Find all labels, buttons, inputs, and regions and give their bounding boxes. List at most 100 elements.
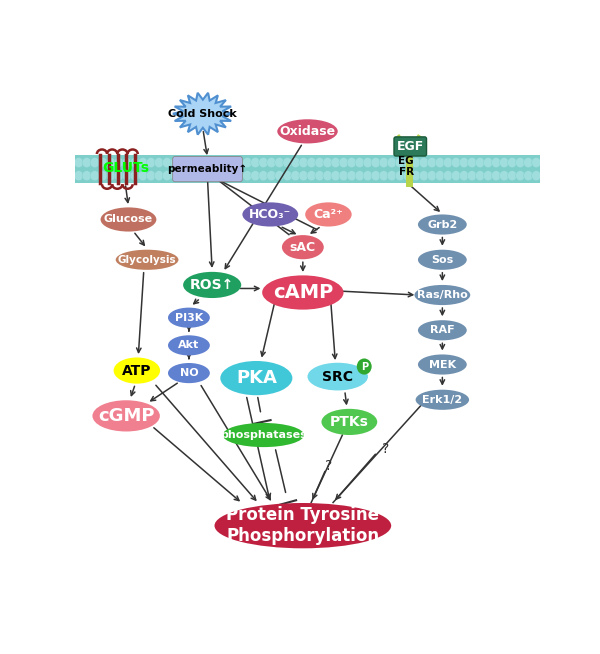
Circle shape — [178, 171, 188, 181]
FancyBboxPatch shape — [75, 155, 540, 183]
Circle shape — [130, 171, 140, 181]
Text: Glycolysis: Glycolysis — [118, 255, 176, 265]
Circle shape — [307, 158, 316, 167]
Ellipse shape — [307, 363, 368, 390]
Ellipse shape — [168, 336, 210, 356]
Circle shape — [323, 158, 332, 167]
Circle shape — [138, 171, 148, 181]
Circle shape — [203, 158, 212, 167]
Circle shape — [259, 158, 268, 167]
Circle shape — [515, 158, 525, 167]
Circle shape — [163, 171, 172, 181]
Circle shape — [357, 358, 371, 375]
Circle shape — [146, 171, 155, 181]
Circle shape — [235, 171, 244, 181]
Text: permeablity↑: permeablity↑ — [167, 164, 248, 174]
Circle shape — [154, 158, 164, 167]
Circle shape — [403, 171, 412, 181]
Circle shape — [484, 158, 493, 167]
Circle shape — [451, 171, 461, 181]
Circle shape — [170, 171, 179, 181]
Circle shape — [403, 158, 412, 167]
Ellipse shape — [183, 272, 241, 298]
Circle shape — [508, 158, 517, 167]
Circle shape — [259, 171, 268, 181]
Circle shape — [242, 158, 252, 167]
Text: NO: NO — [179, 368, 198, 378]
Ellipse shape — [415, 285, 470, 305]
Circle shape — [491, 171, 501, 181]
Circle shape — [218, 158, 228, 167]
Circle shape — [275, 171, 284, 181]
Ellipse shape — [223, 423, 304, 447]
Text: Erk1/2: Erk1/2 — [422, 395, 463, 405]
Circle shape — [467, 158, 477, 167]
Circle shape — [194, 158, 204, 167]
Circle shape — [484, 171, 493, 181]
Circle shape — [187, 171, 196, 181]
Text: Sos: Sos — [431, 255, 454, 265]
Polygon shape — [173, 93, 233, 135]
Ellipse shape — [116, 250, 178, 270]
Ellipse shape — [168, 307, 210, 328]
Circle shape — [122, 171, 131, 181]
Circle shape — [242, 171, 252, 181]
Circle shape — [251, 171, 260, 181]
Circle shape — [331, 171, 340, 181]
Circle shape — [211, 158, 220, 167]
Ellipse shape — [101, 207, 157, 232]
Ellipse shape — [322, 409, 377, 435]
Circle shape — [339, 171, 348, 181]
Circle shape — [267, 171, 276, 181]
Circle shape — [291, 158, 300, 167]
Circle shape — [74, 158, 83, 167]
Text: cAMP: cAMP — [273, 283, 333, 302]
Circle shape — [500, 158, 509, 167]
Circle shape — [74, 171, 83, 181]
Circle shape — [275, 158, 284, 167]
Circle shape — [138, 158, 148, 167]
Circle shape — [291, 171, 300, 181]
Circle shape — [90, 171, 100, 181]
Ellipse shape — [242, 202, 298, 226]
Circle shape — [251, 158, 260, 167]
Circle shape — [211, 171, 220, 181]
Ellipse shape — [113, 358, 160, 384]
Circle shape — [475, 171, 485, 181]
Text: RAF: RAF — [430, 325, 455, 336]
Circle shape — [299, 158, 308, 167]
Circle shape — [363, 158, 373, 167]
Circle shape — [395, 171, 404, 181]
Circle shape — [379, 171, 388, 181]
Text: ?: ? — [325, 459, 332, 473]
Circle shape — [146, 158, 155, 167]
Circle shape — [475, 158, 485, 167]
Text: Ca²⁺: Ca²⁺ — [314, 208, 343, 221]
Circle shape — [443, 158, 452, 167]
Text: ?: ? — [382, 441, 389, 456]
Circle shape — [98, 171, 107, 181]
Circle shape — [491, 158, 501, 167]
Circle shape — [436, 171, 445, 181]
Circle shape — [355, 158, 364, 167]
Text: EG
FR: EG FR — [398, 156, 414, 177]
Circle shape — [122, 158, 131, 167]
Circle shape — [267, 158, 276, 167]
Text: Oxidase: Oxidase — [280, 125, 335, 138]
Text: phosphatases: phosphatases — [220, 430, 307, 440]
Ellipse shape — [277, 119, 338, 143]
Circle shape — [460, 171, 469, 181]
Circle shape — [347, 158, 356, 167]
Ellipse shape — [215, 503, 391, 548]
Circle shape — [90, 158, 100, 167]
FancyBboxPatch shape — [394, 137, 427, 156]
FancyBboxPatch shape — [173, 156, 242, 182]
Circle shape — [154, 171, 164, 181]
Circle shape — [460, 158, 469, 167]
Text: SRC: SRC — [322, 370, 353, 384]
Circle shape — [307, 171, 316, 181]
Text: Grb2: Grb2 — [427, 220, 457, 230]
Text: Ras/Rho: Ras/Rho — [417, 290, 468, 300]
Ellipse shape — [416, 390, 469, 410]
Circle shape — [114, 158, 124, 167]
